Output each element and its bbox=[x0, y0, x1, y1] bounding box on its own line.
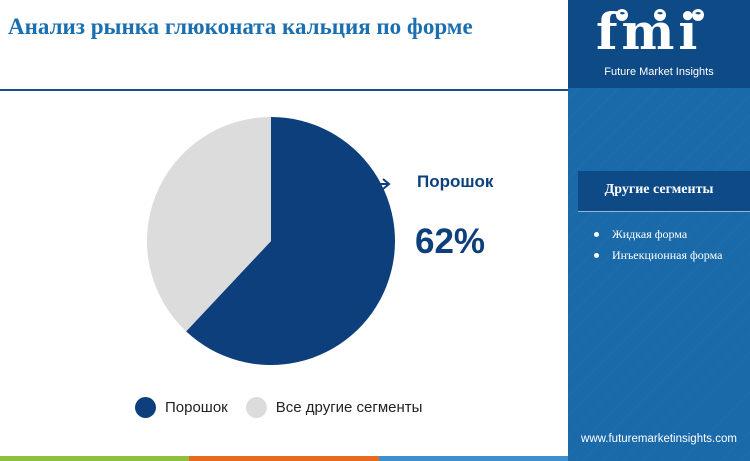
pie-slice-powder bbox=[186, 117, 395, 366]
globe-icon bbox=[616, 9, 704, 21]
bottom-bar-blue bbox=[378, 456, 568, 461]
segments-title: Другие сегменты bbox=[604, 182, 714, 197]
legend-label-others: Все другие сегменты bbox=[275, 398, 423, 416]
sidebar-texture bbox=[568, 88, 750, 461]
pie-slice-others bbox=[147, 117, 271, 332]
sidebar: fmi Future Market Insights Другие сегмен… bbox=[568, 0, 750, 461]
segments-header-panel bbox=[578, 171, 750, 211]
bottom-bar-orange bbox=[189, 456, 379, 461]
highlight-label: Порошок bbox=[417, 172, 494, 191]
website-url: www.futuremarketinsights.com bbox=[581, 433, 737, 445]
logo: fmi Future Market Insights bbox=[568, 0, 750, 88]
pie-slices bbox=[147, 117, 395, 366]
highlight-value: 62% bbox=[415, 222, 486, 261]
legend-item-others: Все другие сегменты bbox=[245, 396, 423, 418]
legend-label-powder: Порошок bbox=[165, 398, 228, 416]
segments-list: Жидкая форма Инъекционная форма bbox=[592, 225, 742, 267]
title-divider bbox=[0, 89, 568, 91]
page-title: Анализ рынка глюконата кальция по форме bbox=[8, 14, 473, 39]
legend-swatch-powder bbox=[135, 396, 156, 418]
segment-item: Инъекционная форма bbox=[592, 246, 742, 264]
segment-item: Жидкая форма bbox=[592, 225, 742, 243]
legend-item-powder: Порошок bbox=[135, 396, 228, 418]
bottom-color-bar bbox=[0, 456, 568, 461]
logo-tagline: Future Market Insights bbox=[604, 66, 714, 78]
legend-swatch-others bbox=[245, 396, 267, 418]
pie-chart bbox=[147, 117, 395, 366]
callout-arrow-icon bbox=[378, 178, 391, 190]
logo-text: fmi bbox=[596, 2, 702, 61]
bottom-bar-green bbox=[0, 456, 190, 461]
chart-legend: Порошок Все другие сегменты bbox=[135, 396, 440, 418]
segments-divider bbox=[578, 211, 750, 212]
